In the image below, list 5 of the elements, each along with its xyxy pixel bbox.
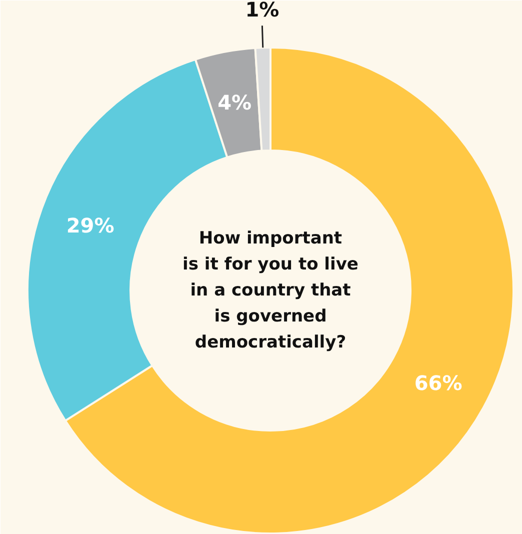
data-label: 66% [414,370,462,395]
text: How important is it for you to live in a country that is governed democratically? [182,228,358,352]
data-label: 4% [218,90,252,114]
data-label: 29% [66,214,114,238]
data-label: 1% [245,0,280,22]
